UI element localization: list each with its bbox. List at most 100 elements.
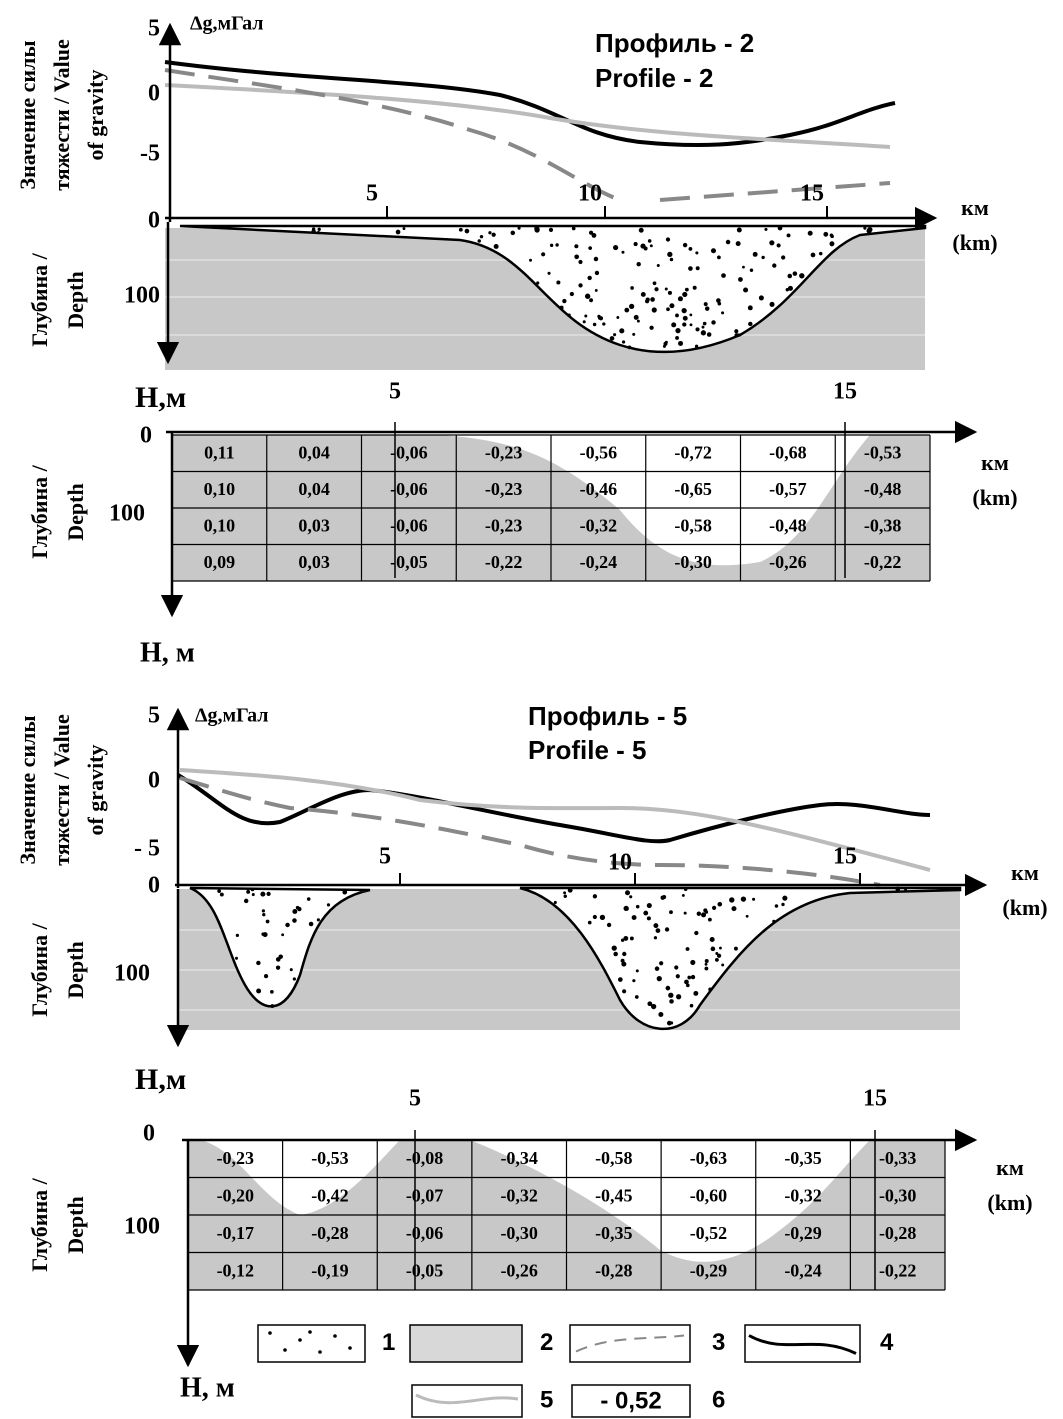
sand-dot bbox=[701, 912, 707, 918]
table-cell: -0,48 bbox=[864, 479, 902, 499]
table-depth-tick-label: 100 bbox=[109, 501, 145, 527]
sand-dot bbox=[656, 975, 662, 982]
sand-dot bbox=[671, 322, 677, 328]
sand-dot bbox=[541, 252, 546, 257]
sand-dot bbox=[737, 333, 741, 337]
sand-dot bbox=[631, 915, 637, 920]
sand-dot bbox=[289, 968, 293, 972]
sand-dot bbox=[627, 345, 632, 350]
sand-dot bbox=[659, 961, 664, 966]
sand-dot bbox=[823, 231, 829, 237]
sand-dot bbox=[488, 231, 492, 235]
sand-dot bbox=[781, 902, 785, 907]
gravity-unit: Δg,мГал bbox=[190, 13, 264, 35]
sand-dot bbox=[731, 906, 737, 912]
sand-dot bbox=[807, 230, 813, 236]
sand-dot bbox=[281, 933, 285, 937]
table-distance-tick-label: 15 bbox=[833, 379, 857, 405]
sand-dot bbox=[704, 306, 710, 311]
sand-dot bbox=[250, 887, 255, 892]
sand-dot bbox=[761, 255, 765, 260]
table-cell: -0,32 bbox=[500, 1185, 538, 1205]
sand-dot bbox=[243, 898, 249, 904]
legend-solid-line bbox=[748, 1334, 857, 1355]
sand-dot bbox=[260, 891, 266, 897]
table-cell: -0,63 bbox=[690, 1148, 728, 1168]
sand-dot bbox=[584, 293, 591, 299]
sand-dot bbox=[630, 286, 634, 290]
sand-dot bbox=[251, 893, 255, 897]
sand-dot bbox=[559, 305, 564, 310]
table-cell: -0,12 bbox=[217, 1260, 255, 1280]
sand-dot bbox=[646, 916, 651, 921]
depth-unit: Н,м bbox=[135, 381, 186, 414]
sand-dot bbox=[510, 230, 516, 236]
sand-dot bbox=[563, 891, 567, 895]
table-distance-unit: (km) bbox=[987, 1190, 1032, 1215]
sand-dot bbox=[830, 242, 834, 247]
sand-dot bbox=[665, 237, 671, 242]
sand-dot bbox=[669, 303, 675, 309]
sand-dot bbox=[769, 240, 775, 246]
sand-dot bbox=[665, 985, 671, 991]
sand-dot bbox=[270, 989, 274, 994]
sand-dot bbox=[777, 225, 783, 231]
sand-dot bbox=[235, 933, 240, 937]
table-cell: 0,10 bbox=[204, 515, 236, 535]
table-cell: -0,30 bbox=[500, 1223, 538, 1243]
sand-dot bbox=[654, 966, 660, 971]
gravity-tick-label: 5 bbox=[148, 703, 160, 729]
sand-dot bbox=[636, 319, 640, 323]
sand-dot bbox=[685, 947, 690, 951]
sand-dot bbox=[649, 244, 653, 248]
sand-dot bbox=[395, 229, 401, 235]
sand-dot bbox=[458, 227, 463, 232]
distance-tick-label: 10 bbox=[578, 181, 602, 207]
legend-box bbox=[257, 1324, 366, 1363]
sand-dot bbox=[638, 227, 644, 233]
sand-dot bbox=[613, 951, 618, 957]
sand-dot bbox=[594, 288, 598, 292]
table-cell: -0,35 bbox=[595, 1223, 633, 1243]
table-cell: -0,08 bbox=[406, 1148, 444, 1168]
sand-dot bbox=[729, 897, 735, 903]
sand-dot bbox=[689, 323, 693, 327]
sand-dot bbox=[613, 333, 617, 337]
sand-dot bbox=[707, 917, 712, 922]
sand-dot bbox=[700, 330, 707, 336]
legend-light-line bbox=[415, 1393, 519, 1405]
sand-dot bbox=[256, 960, 261, 966]
sand-dot bbox=[752, 897, 756, 901]
sand-dot bbox=[571, 226, 576, 231]
sand-dot bbox=[688, 266, 693, 271]
sand-dot bbox=[584, 314, 588, 318]
sand-dot bbox=[536, 281, 540, 285]
legend-dot bbox=[318, 1350, 322, 1354]
table-cell: -0,34 bbox=[500, 1148, 538, 1168]
sand-dot bbox=[556, 280, 561, 285]
sand-dot bbox=[640, 243, 646, 249]
sand-dot bbox=[866, 228, 872, 234]
sand-dot bbox=[658, 1011, 664, 1017]
table-distance-unit: км bbox=[996, 1155, 1024, 1180]
table-depth-axis-label: Depth bbox=[63, 483, 88, 540]
table-cell: -0,22 bbox=[879, 1260, 917, 1280]
sand-dot bbox=[311, 227, 316, 231]
sand-dot bbox=[316, 231, 321, 235]
distance-unit: (km) bbox=[1002, 895, 1047, 920]
sand-dot bbox=[652, 281, 657, 286]
sand-dot bbox=[650, 1003, 657, 1010]
sand-dot bbox=[491, 232, 496, 237]
sand-dot bbox=[326, 903, 331, 907]
table-distance-tick-label: 5 bbox=[409, 1086, 421, 1112]
depth-tick-label: 0 bbox=[148, 208, 160, 234]
sand-dot bbox=[606, 922, 612, 928]
sand-dot bbox=[591, 233, 597, 238]
sand-dot bbox=[599, 914, 606, 921]
sand-dot bbox=[270, 1004, 275, 1008]
table-cell: -0,06 bbox=[390, 515, 428, 535]
sand-dot bbox=[689, 1003, 694, 1008]
sand-dot bbox=[682, 242, 688, 248]
sand-dot bbox=[676, 994, 682, 1000]
sand-dot bbox=[688, 247, 693, 251]
